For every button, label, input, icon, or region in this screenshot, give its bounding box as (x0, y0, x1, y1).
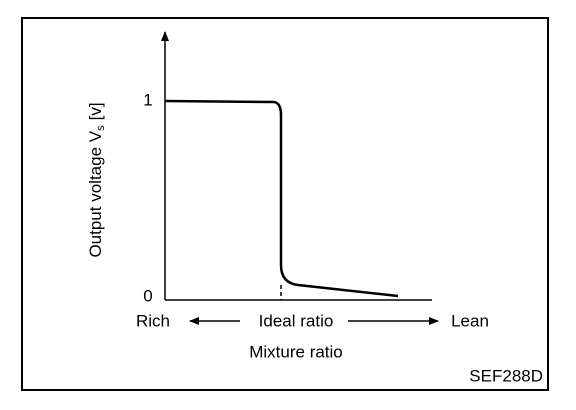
y-label-unit: [v] (86, 102, 105, 120)
y-label-main: Output voltage V (86, 130, 105, 257)
x-center-label: Ideal ratio (259, 311, 334, 330)
figure-code: SEF288D (469, 366, 543, 385)
y-tick-label: 0 (143, 286, 152, 305)
x-left-label: Rich (136, 311, 170, 330)
x-right-label: Lean (451, 311, 489, 330)
frame (21, 17, 549, 391)
output-curve (164, 99, 399, 298)
x-axis-title: Mixture ratio (249, 342, 343, 361)
y-axis-label: Output voltage Vs [v] (86, 102, 106, 257)
y-tick-label: 1 (143, 90, 152, 109)
y-label-subscript: s (95, 125, 107, 131)
